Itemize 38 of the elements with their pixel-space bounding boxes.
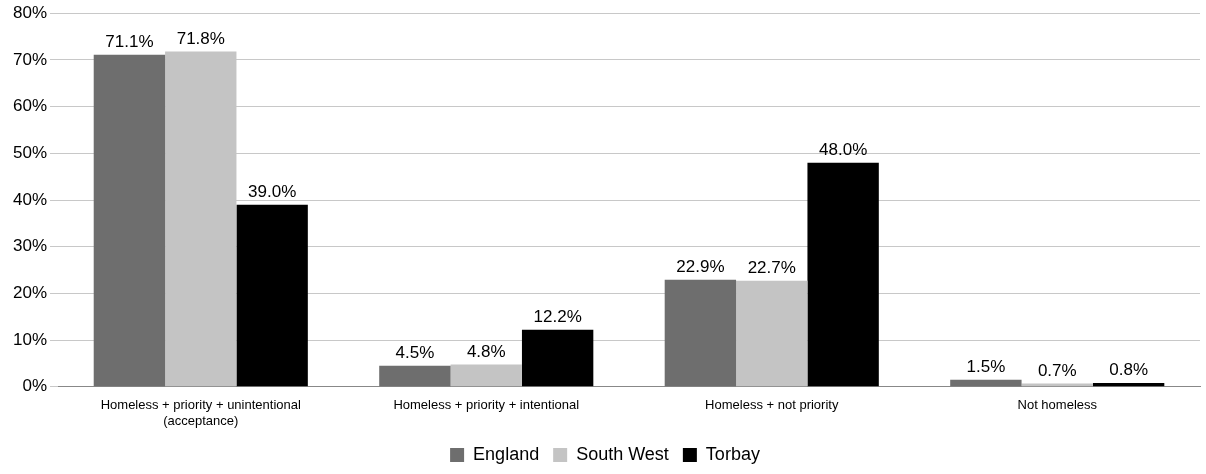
data-label: 22.7% <box>747 257 796 277</box>
y-tick-label: 0% <box>22 376 48 396</box>
bar <box>450 364 522 387</box>
data-label: 22.9% <box>676 257 725 277</box>
data-label: 0.7% <box>1037 360 1077 380</box>
data-label: 0.8% <box>1109 360 1148 380</box>
y-tick-label: 40% <box>12 189 48 209</box>
x-tick-label: Homeless + priority + unintentional (acceptance) <box>100 397 301 428</box>
bar <box>521 329 594 387</box>
x-tick-label: Not homeless <box>1017 397 1098 413</box>
data-label: 71.8% <box>176 28 225 48</box>
data-label: 71.1% <box>105 31 154 51</box>
y-tick-label: 70% <box>12 49 48 69</box>
bar <box>1092 383 1165 387</box>
data-label: 1.5% <box>966 356 1006 376</box>
y-tick-label: 10% <box>12 329 48 349</box>
data-label: 48.0% <box>819 139 868 159</box>
bar <box>950 379 1022 387</box>
x-tick-label: Homeless + priority + intentional <box>393 397 580 413</box>
y-tick-label: 20% <box>12 283 48 303</box>
bar <box>736 280 808 387</box>
y-tick-label: 30% <box>12 236 48 256</box>
bar <box>379 365 451 387</box>
y-tick-label: 50% <box>12 142 48 162</box>
legend-label: South West <box>576 443 669 464</box>
bar <box>93 54 166 387</box>
data-label: 12.2% <box>533 307 582 327</box>
data-label: 4.8% <box>466 341 506 361</box>
legend-label: England <box>473 443 540 464</box>
x-tick-label: Homeless + not priority <box>705 397 839 413</box>
data-label: 4.5% <box>395 342 435 362</box>
bar <box>236 204 308 387</box>
data-label: 39.0% <box>248 181 297 201</box>
y-tick-label: 60% <box>12 96 48 116</box>
bar <box>807 162 879 387</box>
y-tick-label: 80% <box>12 2 48 22</box>
bar <box>664 279 737 387</box>
legend-label: Torbay <box>705 443 760 464</box>
